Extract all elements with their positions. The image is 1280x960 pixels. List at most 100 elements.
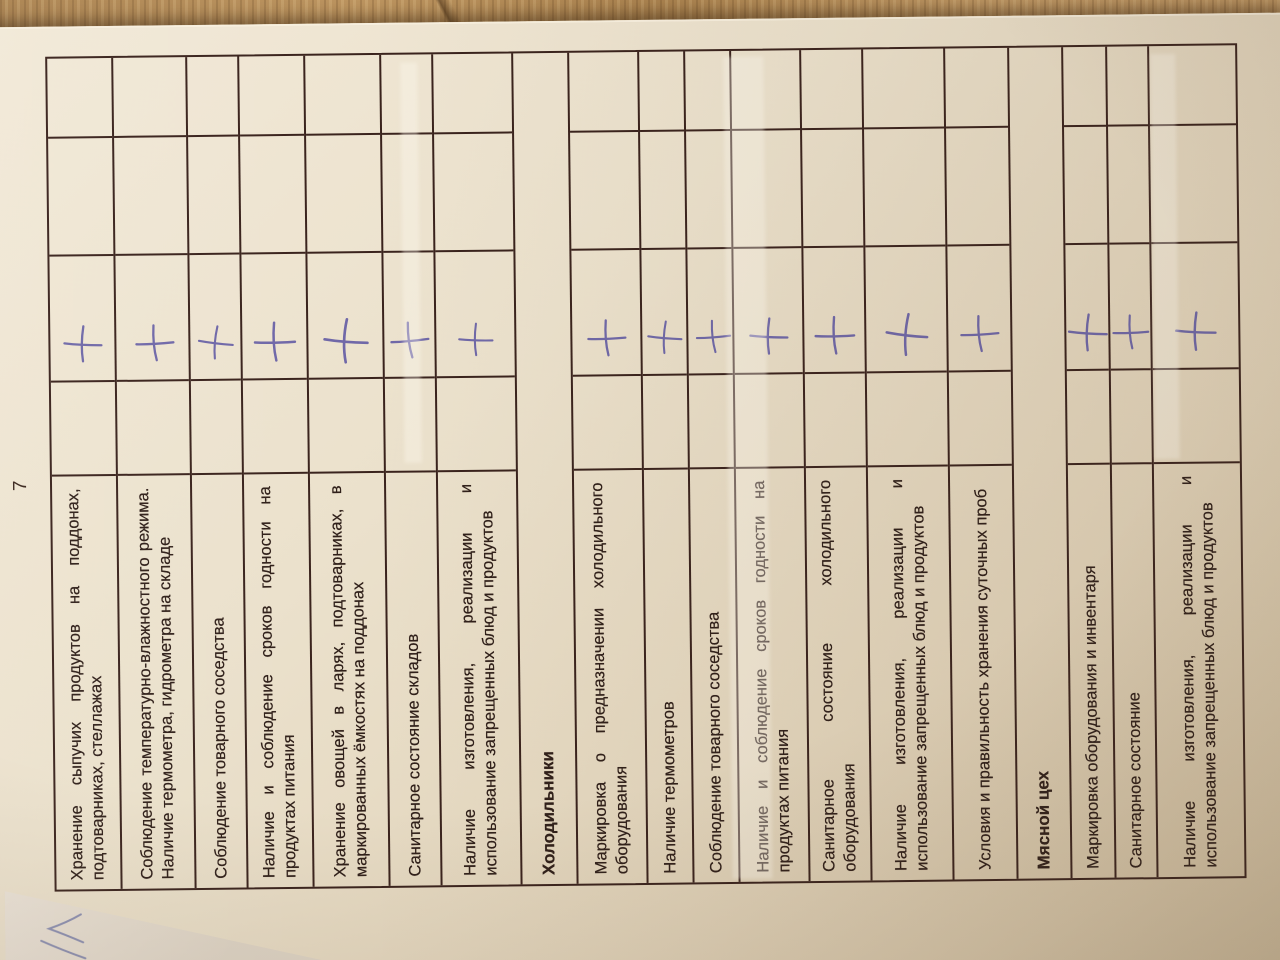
- row-label: Санитарное состояние холодильного оборуд…: [805, 465, 871, 882]
- check-cell: [1109, 242, 1151, 369]
- empty-cell: [1107, 124, 1150, 243]
- empty-cell: [239, 56, 304, 135]
- table-row: Санитарное состояние: [1107, 46, 1159, 878]
- table-row: Соблюдение температурно-влажностного реж…: [113, 57, 197, 889]
- check-cell: [865, 244, 947, 372]
- handwritten-plus-mark: [1112, 314, 1150, 350]
- inspection-checklist-table: Хранение сыпучих продуктов на поддонах, …: [45, 43, 1247, 892]
- check-cell: [733, 246, 803, 373]
- empty-cell: [801, 49, 862, 128]
- empty-cell: [113, 57, 186, 136]
- empty-cell: [240, 133, 306, 253]
- row-label: Наличие изготовления, реализации и испол…: [1153, 461, 1245, 878]
- row-label: Соблюдение товарного соседства: [689, 466, 739, 883]
- empty-cell: [642, 373, 688, 468]
- empty-cell: [734, 372, 804, 467]
- handwritten-plus-mark: [814, 315, 856, 355]
- table-row: Санитарное состояние складов: [381, 54, 443, 886]
- empty-cell: [685, 51, 730, 129]
- empty-cell: [639, 51, 684, 129]
- section-row: Мясной цех: [1009, 47, 1073, 879]
- table-row: Хранение овощей в ларях, подтоварниках, …: [305, 54, 391, 887]
- row-label: Наличие и соблюдение сроков годности на …: [243, 471, 313, 888]
- empty-cell: [306, 132, 382, 252]
- empty-cell: [731, 50, 800, 129]
- handwritten-plus-mark: [197, 325, 234, 360]
- row-label: Соблюдение товарного соседства: [191, 472, 247, 889]
- check-cell: [687, 246, 733, 374]
- check-cell: [115, 253, 189, 380]
- empty-cell: [242, 377, 308, 473]
- pen-scribble: [23, 894, 104, 960]
- empty-cell: [866, 370, 948, 466]
- empty-cell: [434, 131, 514, 251]
- table-row: Наличие термометров: [639, 51, 695, 883]
- handwritten-plus-mark: [960, 315, 1000, 353]
- section-title: Мясной цех: [1033, 770, 1054, 870]
- document-page: 7 Хранение сыпучих продуктов на поддонах…: [0, 12, 1280, 960]
- check-cell: [189, 252, 241, 380]
- empty-cell: [382, 132, 434, 251]
- handwritten-plus-mark: [390, 321, 430, 359]
- row-label: Маркировка оборудования и инвентаря: [1067, 462, 1115, 879]
- handwritten-plus-mark: [647, 320, 683, 355]
- empty-cell: [688, 372, 734, 468]
- row-label: Наличие и соблюдение сроков годности на …: [735, 466, 809, 882]
- row-label: Маркировка о предназначении холодильного…: [573, 467, 647, 884]
- empty-cell: [114, 135, 188, 254]
- empty-cell: [1064, 124, 1108, 244]
- empty-cell: [384, 376, 436, 471]
- empty-cell: [569, 52, 638, 131]
- row-label: Соблюдение температурно-влажностного реж…: [117, 473, 195, 889]
- empty-cell: [864, 126, 946, 246]
- check-cell: [803, 245, 865, 373]
- empty-cell: [190, 378, 242, 474]
- table-row: Наличие изготовления, реализации и испол…: [1149, 45, 1245, 878]
- row-label: Санитарное состояние складов: [385, 470, 441, 886]
- empty-cell: [686, 128, 732, 248]
- check-cell: [241, 251, 307, 379]
- handwritten-plus-mark: [253, 321, 297, 362]
- check-cell: [1065, 242, 1109, 370]
- empty-cell: [433, 53, 512, 132]
- empty-cell: [946, 125, 1010, 245]
- empty-cell: [804, 371, 866, 467]
- table-row: Наличие изготовления, реализации и испол…: [863, 48, 955, 881]
- empty-cell: [572, 373, 642, 469]
- row-label: Санитарное состояние: [1111, 462, 1157, 878]
- table-row: Маркировка о предназначении холодильного…: [569, 51, 649, 884]
- handwritten-plus-mark: [1175, 311, 1217, 351]
- empty-cell: [1063, 47, 1106, 125]
- table-row: Хранение сыпучих продуктов на поддонах, …: [47, 57, 123, 890]
- row-label: Наличие изготовления, реализации и испол…: [437, 469, 521, 886]
- section-row: Холодильники: [513, 52, 579, 885]
- handwritten-plus-mark: [63, 325, 103, 363]
- empty-cell: [1152, 367, 1240, 463]
- check-cell: [641, 247, 687, 374]
- empty-cell: [187, 57, 238, 136]
- row-label: Наличие изготовления, реализации и испол…: [867, 464, 953, 881]
- empty-cell: [1110, 368, 1152, 463]
- empty-cell: [802, 127, 864, 247]
- empty-cell: [116, 379, 190, 474]
- empty-cell: [1149, 45, 1236, 124]
- empty-cell: [50, 379, 116, 475]
- empty-cell: [1149, 123, 1238, 243]
- section-title: Холодильники: [538, 750, 559, 876]
- row-label: Наличие термометров: [643, 467, 693, 883]
- empty-cell: [945, 48, 1008, 127]
- table-row: Наличие изготовления, реализации и испол…: [433, 53, 523, 886]
- page-number: 7: [9, 479, 32, 492]
- handwritten-plus-mark: [135, 324, 175, 362]
- underlying-page-corner: [5, 887, 338, 960]
- check-cell: [435, 249, 515, 377]
- check-cell: [571, 247, 641, 375]
- table-row: Маркировка оборудования и инвентаря: [1063, 46, 1117, 879]
- handwritten-plus-mark: [458, 322, 494, 357]
- empty-cell: [305, 55, 380, 134]
- handwritten-plus-mark: [749, 317, 789, 355]
- check-cell: [49, 253, 115, 381]
- row-label: Хранение овощей в ларях, подтоварниках, …: [309, 470, 389, 887]
- empty-cell: [381, 54, 432, 133]
- row-label: Хранение сыпучих продуктов на поддонах, …: [51, 473, 121, 890]
